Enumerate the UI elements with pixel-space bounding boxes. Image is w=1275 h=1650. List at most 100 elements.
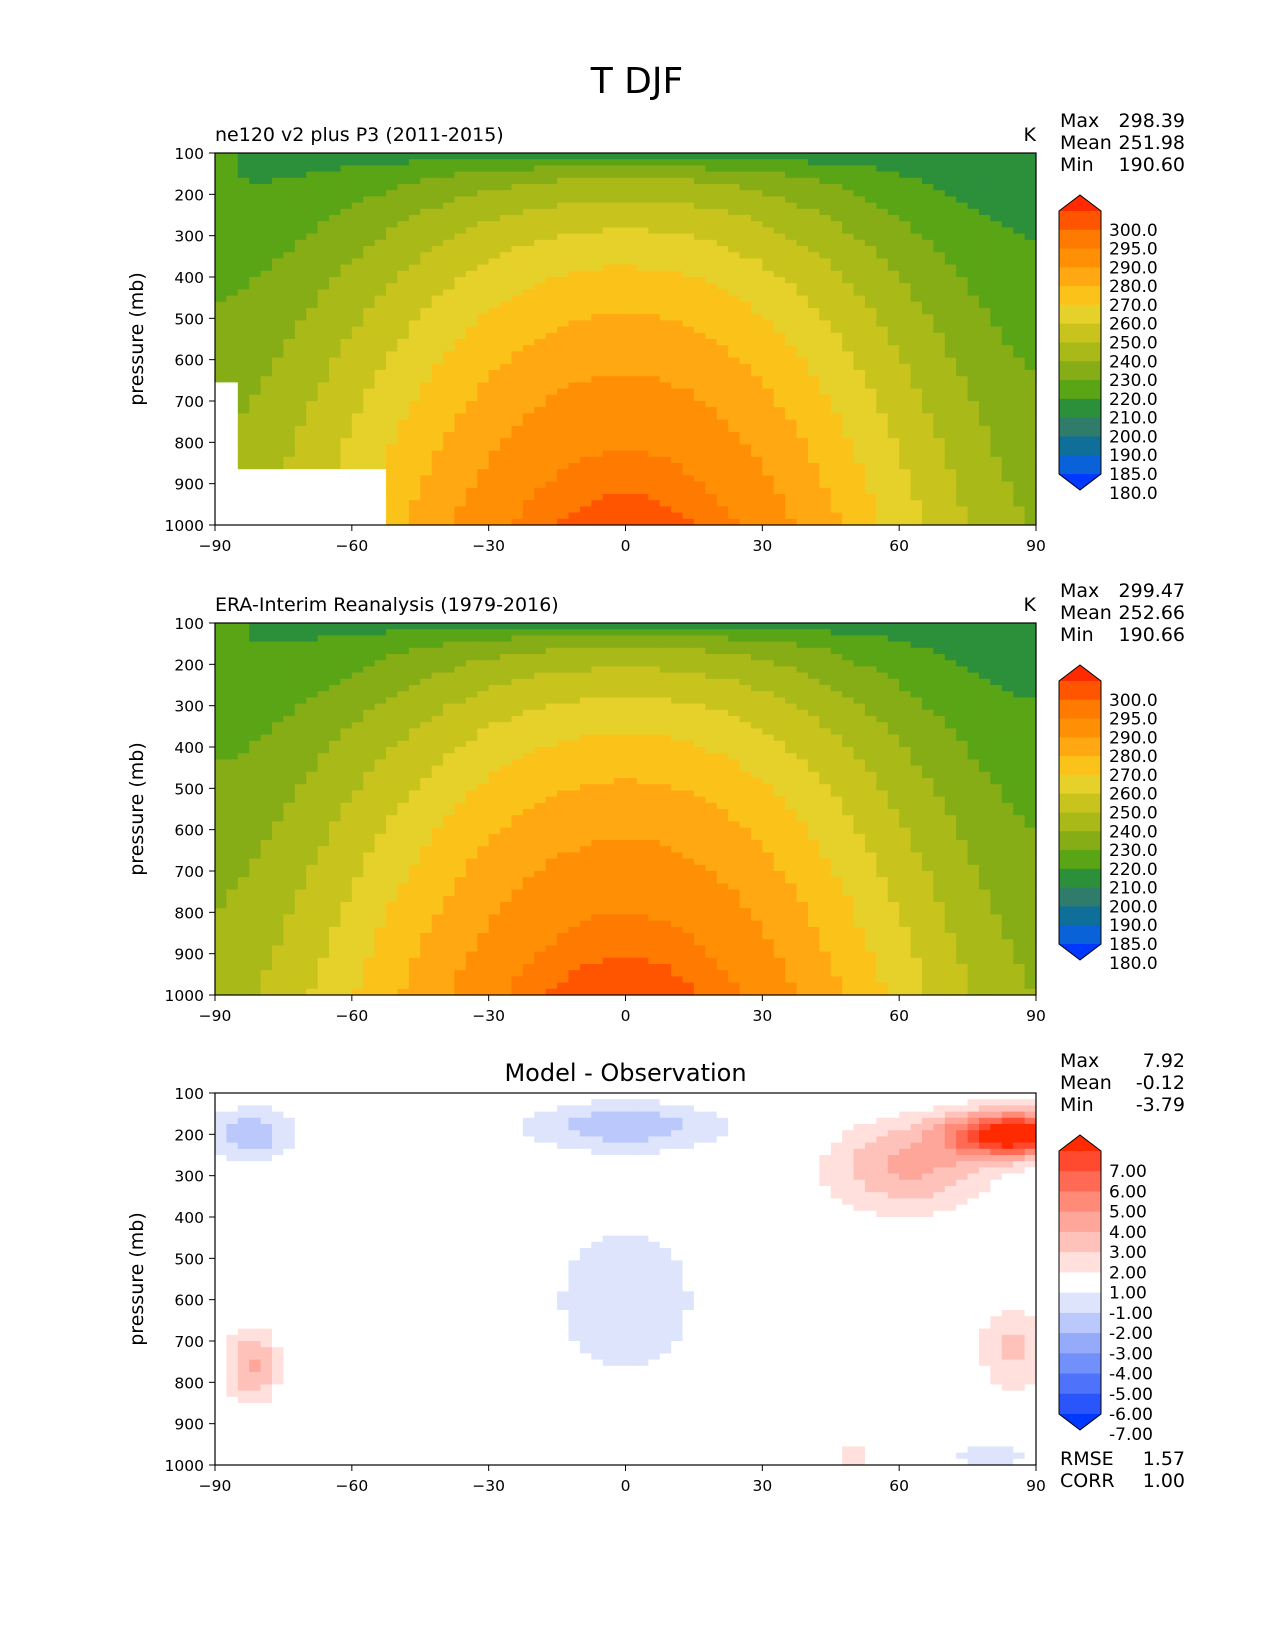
contour-cell <box>614 283 627 290</box>
contour-cell <box>921 301 934 309</box>
contour-cell <box>568 425 581 433</box>
contour-cell <box>557 270 570 278</box>
contour-cell <box>363 635 376 643</box>
contour-cell <box>329 494 342 501</box>
x-tick-label: 30 <box>752 537 772 555</box>
contour-cell <box>522 283 535 290</box>
contour-cell <box>226 177 239 185</box>
contour-cell <box>682 370 695 377</box>
contour-cell <box>397 376 410 383</box>
contour-cell <box>762 363 775 371</box>
contour-cell <box>739 196 752 204</box>
contour-cell <box>226 221 239 228</box>
contour-cell <box>830 314 843 321</box>
contour-cell <box>750 239 763 247</box>
contour-cell <box>705 239 718 247</box>
contour-cell <box>887 252 900 259</box>
contour-cell <box>351 159 364 166</box>
contour-cell <box>602 376 615 383</box>
contour-cell <box>488 196 501 204</box>
contour-cell <box>716 246 729 253</box>
contour-cell <box>591 177 604 185</box>
contour-cell <box>921 177 934 185</box>
contour-cell <box>226 506 239 514</box>
contour-cell <box>374 258 387 266</box>
contour-cell <box>830 641 843 649</box>
contour-cell <box>636 469 649 476</box>
contour-cell <box>978 289 991 297</box>
contour-cell <box>374 481 387 489</box>
contour-cell <box>1013 647 1026 655</box>
contour-cell <box>990 239 1003 247</box>
contour-cell <box>329 463 342 470</box>
contour-cell <box>477 660 490 667</box>
contour-cell <box>990 345 1003 352</box>
contour-cell <box>317 196 330 204</box>
contour-cell <box>522 258 535 266</box>
contour-cell <box>363 153 376 160</box>
contour-cell <box>796 629 809 636</box>
contour-cell <box>625 450 638 458</box>
contour-cell <box>956 264 969 272</box>
contour-cell <box>728 264 741 272</box>
contour-cell <box>420 469 433 476</box>
contour-cell <box>454 370 467 377</box>
contour-cell <box>420 635 433 643</box>
contour-cell <box>306 153 319 160</box>
contour-cell <box>511 351 524 359</box>
contour-cell <box>921 641 934 649</box>
contour-cell <box>842 382 855 390</box>
contour-cell <box>659 351 672 359</box>
contour-cell <box>990 654 1003 661</box>
contour-cell <box>910 233 923 241</box>
contour-cell <box>317 326 330 334</box>
contour-cell <box>591 432 604 439</box>
contour-cell <box>864 270 877 278</box>
contour-cell <box>443 672 456 680</box>
contour-cell <box>591 301 604 309</box>
contour-cell <box>431 481 444 489</box>
contour-cell <box>226 159 239 166</box>
contour-cell <box>614 444 627 452</box>
contour-cell <box>215 308 227 315</box>
contour-cell <box>500 475 513 483</box>
contour-cell <box>933 518 946 525</box>
contour-cell <box>716 660 729 667</box>
contour-cell <box>534 153 547 160</box>
contour-cell <box>294 165 307 173</box>
contour-cell <box>864 239 877 247</box>
contour-cell <box>351 475 364 483</box>
contour-cell <box>887 623 900 630</box>
contour-cell <box>374 363 387 371</box>
stat-label: Min <box>1060 154 1094 176</box>
contour-cell <box>785 512 798 520</box>
contour-cell <box>363 190 376 197</box>
contour-cell <box>454 227 467 235</box>
contour-cell <box>773 363 786 371</box>
contour-cell <box>864 196 877 204</box>
contour-cell <box>260 450 273 458</box>
contour-cell <box>591 252 604 259</box>
contour-cell <box>386 666 399 674</box>
contour-cell <box>237 357 250 365</box>
contour-cell <box>443 641 456 649</box>
contour-cell <box>534 487 547 495</box>
contour-cell <box>215 425 227 433</box>
contour-cell <box>910 438 923 445</box>
contour-cell <box>830 475 843 483</box>
contour-cell <box>351 289 364 297</box>
contour-cell <box>465 171 478 179</box>
contour-cell <box>465 401 478 408</box>
contour-cell <box>807 314 820 321</box>
contour-cell <box>693 283 706 290</box>
contour-cell <box>351 500 364 507</box>
contour-cell <box>693 376 706 383</box>
contour-cell <box>625 481 638 489</box>
contour-cell <box>739 270 752 278</box>
contour-cell <box>420 413 433 421</box>
contour-cell <box>511 506 524 514</box>
contour-cell <box>978 506 991 514</box>
contour-cell <box>488 159 501 166</box>
contour-cell <box>1013 339 1026 346</box>
contour-cell <box>340 419 353 427</box>
